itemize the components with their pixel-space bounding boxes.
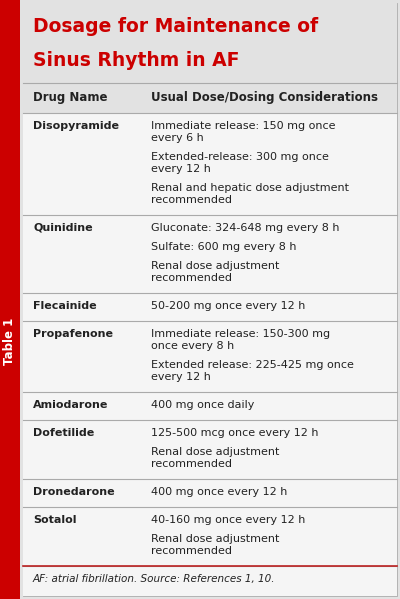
Text: 400 mg once daily: 400 mg once daily [151, 400, 254, 410]
Text: Extended release: 225-425 mg once: Extended release: 225-425 mg once [151, 360, 354, 370]
Text: Renal dose adjustment: Renal dose adjustment [151, 534, 279, 544]
Text: Renal dose adjustment: Renal dose adjustment [151, 261, 279, 271]
Text: Extended-release: 300 mg once: Extended-release: 300 mg once [151, 152, 329, 162]
Bar [23, 113, 397, 215]
Text: Drug Name: Drug Name [33, 91, 108, 104]
Bar [23, 83, 397, 113]
Text: 50-200 mg once every 12 h: 50-200 mg once every 12 h [151, 301, 305, 311]
Text: 40-160 mg once every 12 h: 40-160 mg once every 12 h [151, 515, 305, 525]
Text: 125-500 mcg once every 12 h: 125-500 mcg once every 12 h [151, 428, 318, 438]
Text: every 6 h: every 6 h [151, 133, 204, 143]
Bar [23, 420, 397, 479]
Text: 400 mg once every 12 h: 400 mg once every 12 h [151, 487, 287, 497]
Bar [23, 392, 397, 420]
Text: AF: atrial fibrillation. Source: References 1, 10.: AF: atrial fibrillation. Source: Referen… [33, 574, 276, 584]
Text: recommended: recommended [151, 273, 232, 283]
Text: Amiodarone: Amiodarone [33, 400, 108, 410]
Text: recommended: recommended [151, 459, 232, 469]
Bar [23, 479, 397, 507]
Text: Renal dose adjustment: Renal dose adjustment [151, 447, 279, 457]
Text: Table 1: Table 1 [4, 317, 16, 365]
Bar [23, 3, 397, 83]
Text: Gluconate: 324-648 mg every 8 h: Gluconate: 324-648 mg every 8 h [151, 223, 340, 233]
Text: Dosage for Maintenance of: Dosage for Maintenance of [33, 17, 318, 36]
Text: Flecainide: Flecainide [33, 301, 97, 311]
Text: Dronedarone: Dronedarone [33, 487, 115, 497]
Text: Dofetilide: Dofetilide [33, 428, 94, 438]
Text: once every 8 h: once every 8 h [151, 341, 234, 351]
Text: Disopyramide: Disopyramide [33, 121, 119, 131]
Text: Renal and hepatic dose adjustment: Renal and hepatic dose adjustment [151, 183, 349, 193]
Text: every 12 h: every 12 h [151, 372, 211, 382]
Text: Immediate release: 150-300 mg: Immediate release: 150-300 mg [151, 329, 330, 339]
Text: Sinus Rhythm in AF: Sinus Rhythm in AF [33, 51, 240, 70]
Text: Usual Dose/Dosing Considerations: Usual Dose/Dosing Considerations [151, 91, 378, 104]
Text: Sulfate: 600 mg every 8 h: Sulfate: 600 mg every 8 h [151, 242, 296, 252]
Text: every 12 h: every 12 h [151, 164, 211, 174]
Bar [0, 0, 20, 599]
Bar [23, 215, 397, 293]
Text: Propafenone: Propafenone [33, 329, 113, 339]
Text: Quinidine: Quinidine [33, 223, 93, 233]
Text: recommended: recommended [151, 195, 232, 205]
Text: recommended: recommended [151, 546, 232, 556]
Bar [23, 507, 397, 566]
Text: Sotalol: Sotalol [33, 515, 76, 525]
Bar [23, 566, 397, 596]
Bar [23, 321, 397, 392]
Text: Immediate release: 150 mg once: Immediate release: 150 mg once [151, 121, 336, 131]
Bar [23, 293, 397, 321]
